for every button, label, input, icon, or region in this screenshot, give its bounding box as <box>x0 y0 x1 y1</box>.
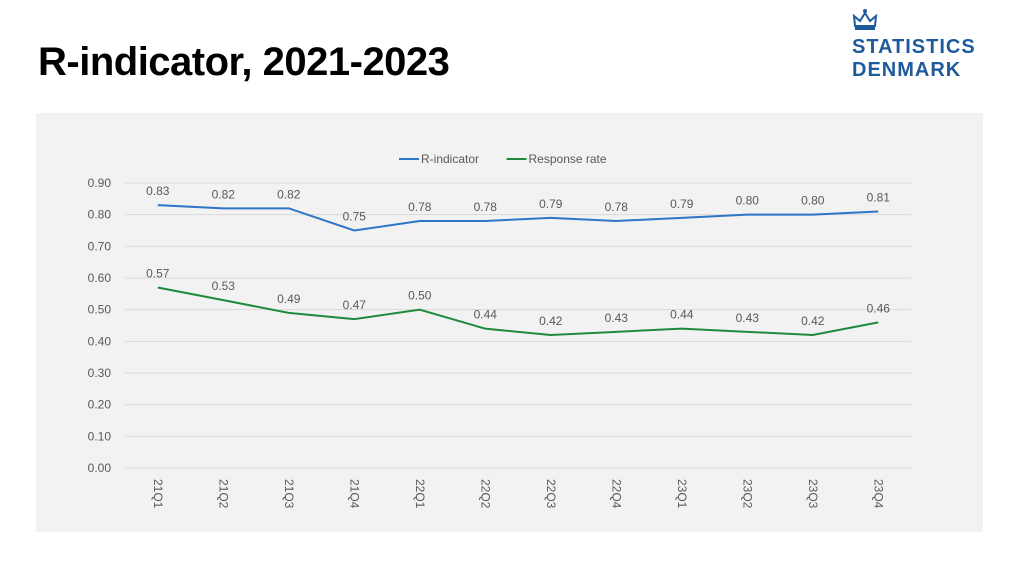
data-label: 0.83 <box>146 184 170 198</box>
y-tick-label: 0.00 <box>88 461 112 475</box>
x-tick-label: 21Q1 <box>151 479 165 509</box>
y-tick-label: 0.20 <box>88 398 112 412</box>
data-label: 0.42 <box>801 314 825 328</box>
data-label: 0.79 <box>670 197 694 211</box>
y-tick-label: 0.90 <box>88 176 112 190</box>
y-tick-label: 0.30 <box>88 366 112 380</box>
x-tick-label: 22Q1 <box>413 479 427 509</box>
y-tick-label: 0.70 <box>88 239 112 253</box>
series-line-response-rate <box>157 286 879 337</box>
x-axis-tick-labels: 21Q1 21Q2 21Q3 21Q4 22Q1 22Q2 22Q3 22Q4 23Q1 23Q2… <box>151 479 886 509</box>
data-label: 0.44 <box>474 308 498 322</box>
data-label: 0.53 <box>212 279 236 293</box>
data-labels: 0.83 0.82 0.82 0.75 0.78 0.78 0.79 0.78 0.79 0.80… <box>146 184 890 328</box>
y-axis-tick-labels: 0.00 0.10 0.20 0.30 0.40 0.50 0.60 0.70 0.80 0.90 <box>88 176 112 475</box>
data-label: 0.78 <box>474 200 498 214</box>
data-label: 0.78 <box>408 200 432 214</box>
data-label: 0.47 <box>343 298 367 312</box>
y-tick-label: 0.50 <box>88 303 112 317</box>
data-label: 0.78 <box>605 200 629 214</box>
logo-line-statistics: STATISTICS <box>852 36 976 58</box>
data-label: 0.80 <box>801 194 825 208</box>
x-tick-label: 21Q2 <box>216 479 230 509</box>
x-tick-label: 21Q4 <box>347 479 361 509</box>
y-tick-label: 0.10 <box>88 429 112 443</box>
data-label: 0.81 <box>867 191 891 205</box>
y-tick-label: 0.60 <box>88 271 112 285</box>
x-tick-label: 21Q3 <box>282 479 296 509</box>
series-lines <box>157 204 879 337</box>
data-label: 0.46 <box>867 301 891 315</box>
data-label: 0.44 <box>670 308 694 322</box>
data-label: 0.49 <box>277 292 301 306</box>
data-label: 0.79 <box>539 197 563 211</box>
data-label: 0.82 <box>277 187 301 201</box>
legend-label-r-indicator: R-indicator <box>421 152 479 166</box>
x-tick-label: 23Q2 <box>740 479 754 509</box>
x-tick-label: 23Q1 <box>675 479 689 509</box>
series-line-r-indicator <box>157 204 879 232</box>
data-label: 0.75 <box>343 210 367 224</box>
x-tick-label: 23Q4 <box>871 479 885 509</box>
data-label: 0.82 <box>212 187 236 201</box>
data-label: 0.43 <box>605 311 629 325</box>
x-tick-label: 22Q2 <box>478 479 492 509</box>
data-label: 0.43 <box>736 311 760 325</box>
legend-label-response-rate: Response rate <box>529 152 607 166</box>
x-tick-label: 23Q3 <box>806 479 820 509</box>
data-label: 0.50 <box>408 289 432 303</box>
chart-panel: 0.00 0.10 0.20 0.30 0.40 0.50 0.60 0.70 0.80 0.90… <box>36 113 983 532</box>
x-tick-label: 22Q4 <box>609 479 623 509</box>
y-tick-label: 0.80 <box>88 208 112 222</box>
y-tick-label: 0.40 <box>88 334 112 348</box>
data-label: 0.57 <box>146 267 170 281</box>
grid-lines <box>125 182 911 469</box>
line-chart: 0.00 0.10 0.20 0.30 0.40 0.50 0.60 0.70 0.80 0.90… <box>88 152 911 509</box>
data-label: 0.80 <box>736 194 760 208</box>
data-label: 0.42 <box>539 314 563 328</box>
statistics-denmark-logo: STATISTICS DENMARK <box>852 8 992 84</box>
x-tick-label: 22Q3 <box>544 479 558 509</box>
page-title: R-indicator, 2021-2023 <box>38 40 450 84</box>
logo-line-denmark: DENMARK <box>852 59 962 81</box>
crown-icon <box>852 9 878 30</box>
legend: R-indicator Response rate <box>399 152 607 166</box>
